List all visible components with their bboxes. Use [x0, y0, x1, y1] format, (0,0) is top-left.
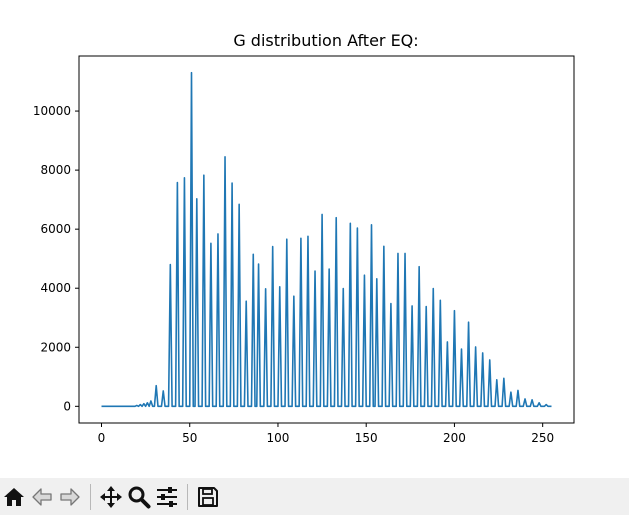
back-button[interactable]	[28, 482, 56, 512]
y-tick-label: 8000	[40, 163, 71, 177]
y-tick-label: 2000	[40, 340, 71, 354]
series-line	[101, 71, 552, 408]
y-tick-label: 10000	[33, 104, 71, 118]
y-tick-label: 4000	[40, 281, 71, 295]
chart-title: G distribution After EQ:	[233, 31, 418, 50]
x-tick-label: 150	[355, 431, 378, 445]
save-button[interactable]	[194, 482, 222, 512]
back-arrow-icon	[32, 487, 52, 506]
y-tick-label: 0	[63, 399, 71, 413]
chart: G distribution After EQ: 0 50 100 150 200 250…	[33, 31, 575, 445]
toolbar-separator	[90, 483, 91, 510]
x-tick-label: 0	[98, 431, 106, 445]
home-icon	[4, 487, 24, 506]
sliders-icon	[157, 486, 177, 507]
axis-ticks: 0 50 100 150 200 250 0 2000 4000 6000 8000 10000	[33, 104, 554, 445]
toolbar-separator	[187, 483, 188, 510]
navigation-toolbar	[0, 478, 629, 515]
x-tick-label: 100	[267, 431, 290, 445]
forward-arrow-icon	[60, 487, 80, 506]
figure-canvas: G distribution After EQ: 0 50 100 150 200 250…	[32, 31, 575, 445]
home-button[interactable]	[0, 482, 28, 512]
y-tick-label: 6000	[40, 222, 71, 236]
configure-subplots-button[interactable]	[153, 482, 181, 512]
move-icon	[100, 485, 122, 508]
plot-area	[78, 55, 575, 424]
zoom-icon	[128, 486, 151, 508]
pan-button[interactable]	[97, 482, 125, 512]
x-tick-label: 50	[182, 431, 197, 445]
forward-button[interactable]	[56, 482, 84, 512]
x-tick-label: 250	[531, 431, 554, 445]
x-tick-label: 200	[443, 431, 466, 445]
save-icon	[198, 486, 218, 507]
zoom-button[interactable]	[125, 482, 153, 512]
